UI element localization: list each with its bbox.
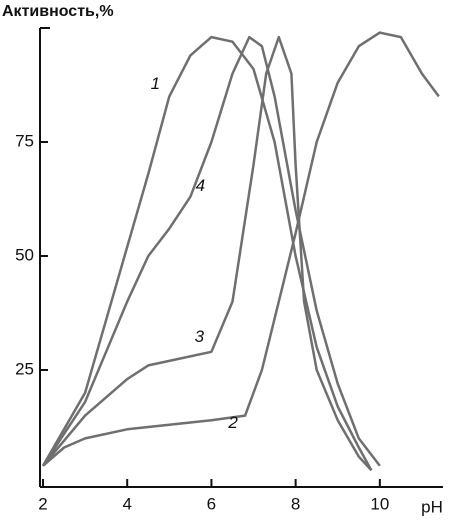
series-line [41,35,373,471]
x-tick-label: 8 [291,494,300,513]
y-tick-label: 50 [15,245,34,264]
series-line [41,35,381,467]
x-tick-label: 6 [207,494,216,513]
y-axis-label: Активность,% [2,3,114,20]
series-label: 2 [227,413,238,432]
x-axis-label: pH [421,497,443,516]
x-tick-label: 2 [38,494,47,513]
series-line [42,35,373,472]
series-label: 4 [196,176,205,195]
x-tick-label: 4 [122,494,131,513]
y-tick-label: 75 [15,131,34,150]
series-label: 1 [151,74,160,93]
x-tick-label: 10 [370,494,389,513]
series-line [42,31,440,467]
series-label: 3 [195,327,205,346]
y-tick-label: 25 [15,359,34,378]
